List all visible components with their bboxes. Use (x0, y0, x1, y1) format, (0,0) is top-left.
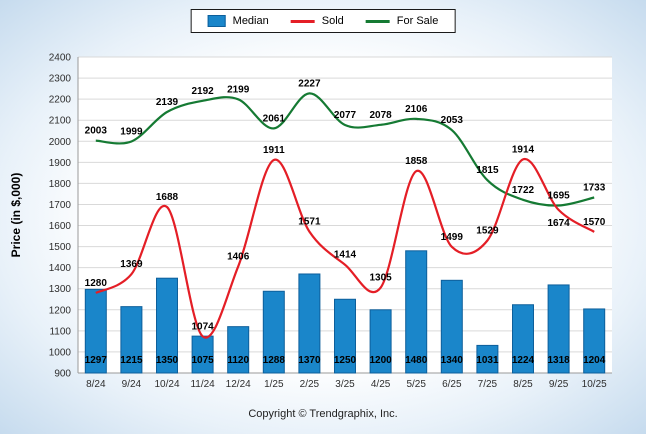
svg-text:900: 900 (54, 369, 71, 380)
svg-text:2100: 2100 (49, 116, 72, 127)
svg-text:1288: 1288 (263, 355, 286, 366)
legend-item-sold: Sold (290, 15, 344, 27)
svg-text:1858: 1858 (405, 156, 428, 167)
svg-text:1204: 1204 (583, 355, 606, 366)
svg-text:2077: 2077 (334, 110, 357, 121)
svg-text:10/25: 10/25 (582, 379, 607, 390)
svg-text:1280: 1280 (85, 278, 108, 289)
svg-text:11/24: 11/24 (190, 379, 215, 390)
svg-text:1500: 1500 (49, 242, 72, 253)
svg-text:1406: 1406 (227, 251, 250, 262)
svg-text:1075: 1075 (191, 355, 214, 366)
svg-text:1600: 1600 (49, 221, 72, 232)
svg-text:1297: 1297 (85, 355, 108, 366)
svg-text:1700: 1700 (49, 200, 72, 211)
svg-text:1571: 1571 (298, 217, 321, 228)
svg-text:1674: 1674 (547, 218, 570, 229)
svg-text:2061: 2061 (263, 113, 286, 124)
svg-text:1570: 1570 (583, 217, 606, 228)
svg-text:1300: 1300 (49, 284, 72, 295)
for-sale-line-swatch-icon (365, 19, 390, 23)
svg-text:1400: 1400 (49, 263, 72, 274)
svg-text:1800: 1800 (49, 179, 72, 190)
svg-text:6/25: 6/25 (442, 379, 462, 390)
svg-text:1031: 1031 (476, 355, 499, 366)
svg-text:2400: 2400 (49, 53, 72, 64)
svg-text:1370: 1370 (298, 355, 321, 366)
svg-text:1480: 1480 (405, 355, 428, 366)
svg-text:8/25: 8/25 (513, 379, 533, 390)
svg-text:2227: 2227 (298, 78, 321, 89)
legend-item-median: Median (207, 15, 269, 27)
svg-text:1499: 1499 (441, 232, 464, 243)
svg-text:2139: 2139 (156, 97, 179, 108)
svg-text:8/24: 8/24 (86, 379, 106, 390)
svg-text:1000: 1000 (49, 347, 72, 358)
copyright-text: Copyright © Trendgraphix, Inc. (248, 408, 398, 420)
svg-text:3/25: 3/25 (335, 379, 355, 390)
svg-text:2053: 2053 (441, 115, 464, 126)
svg-text:1/25: 1/25 (264, 379, 284, 390)
svg-text:1914: 1914 (512, 144, 535, 155)
svg-text:1318: 1318 (547, 355, 570, 366)
chart-legend: Median Sold For Sale (190, 9, 456, 33)
svg-text:1722: 1722 (512, 185, 535, 196)
svg-text:2300: 2300 (49, 74, 72, 85)
svg-text:1688: 1688 (156, 192, 179, 203)
legend-label-median: Median (232, 15, 269, 27)
svg-text:2192: 2192 (191, 86, 214, 97)
legend-label-sold: Sold (321, 15, 344, 27)
svg-text:2003: 2003 (85, 126, 108, 137)
svg-text:2106: 2106 (405, 104, 428, 115)
svg-text:1074: 1074 (191, 321, 214, 332)
svg-text:1733: 1733 (583, 183, 606, 194)
svg-text:7/25: 7/25 (478, 379, 498, 390)
svg-text:1815: 1815 (476, 165, 499, 176)
svg-text:1200: 1200 (369, 355, 392, 366)
svg-text:1529: 1529 (476, 225, 499, 236)
svg-text:1369: 1369 (120, 259, 143, 270)
svg-text:9/24: 9/24 (122, 379, 142, 390)
svg-text:1911: 1911 (263, 145, 285, 156)
median-bar-swatch-icon (207, 15, 226, 27)
sold-line-swatch-icon (290, 19, 315, 23)
svg-text:2078: 2078 (369, 110, 392, 121)
svg-text:2200: 2200 (49, 95, 72, 106)
svg-text:2000: 2000 (49, 137, 72, 148)
svg-text:2199: 2199 (227, 84, 250, 95)
svg-text:1224: 1224 (512, 355, 535, 366)
svg-text:1900: 1900 (49, 158, 72, 169)
svg-text:5/25: 5/25 (406, 379, 426, 390)
svg-text:1350: 1350 (156, 355, 179, 366)
legend-item-for-sale: For Sale (365, 15, 439, 27)
svg-text:1120: 1120 (227, 355, 249, 366)
svg-text:9/25: 9/25 (549, 379, 569, 390)
legend-label-for-sale: For Sale (396, 15, 439, 27)
svg-text:1200: 1200 (49, 305, 72, 316)
svg-text:1100: 1100 (49, 326, 71, 337)
y-axis-title: Price (in $,000) (9, 173, 23, 258)
svg-text:1414: 1414 (334, 250, 357, 261)
svg-text:1215: 1215 (120, 355, 143, 366)
svg-text:1250: 1250 (334, 355, 357, 366)
svg-text:1305: 1305 (369, 273, 392, 284)
svg-text:1695: 1695 (547, 191, 570, 202)
plot-area: 900 1000 1100 1200 1300 1400 1500 1600 1700 1800 1… (49, 53, 612, 390)
svg-text:10/24: 10/24 (154, 379, 179, 390)
svg-text:1340: 1340 (441, 355, 464, 366)
svg-text:1999: 1999 (120, 126, 143, 137)
svg-text:12/24: 12/24 (226, 379, 251, 390)
svg-text:2/25: 2/25 (300, 379, 320, 390)
svg-text:4/25: 4/25 (371, 379, 391, 390)
